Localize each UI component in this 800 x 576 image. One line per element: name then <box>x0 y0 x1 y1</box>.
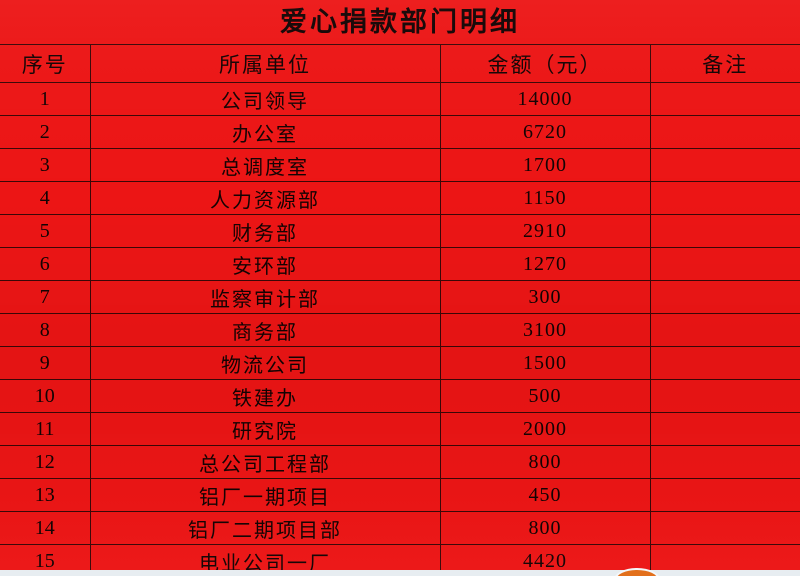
row-cell-amount: 1700 <box>439 148 651 182</box>
row-cell-note <box>649 511 800 545</box>
document-title-bar: 爱心捐款部门明细 <box>0 0 800 44</box>
donation-table: 序号 所属单位 金额（元） 备注 1 公司领导 14000 2 办公室 6720 3 总调度室… <box>0 44 800 576</box>
table-row: 2 办公室 6720 <box>0 115 800 149</box>
table-row: 5 财务部 2910 <box>0 214 800 248</box>
column-header-unit: 所属单位 <box>89 44 441 83</box>
row-cell-note <box>649 247 800 281</box>
table-row: 11 研究院 2000 <box>0 412 800 446</box>
row-cell-note <box>649 313 800 347</box>
row-cell-amount: 1500 <box>439 346 651 380</box>
table-row: 12 总公司工程部 800 <box>0 445 800 479</box>
row-cell-unit: 铝厂二期项目部 <box>89 511 441 545</box>
row-cell-amount: 1270 <box>439 247 651 281</box>
row-cell-note <box>649 478 800 512</box>
column-header-note: 备注 <box>649 44 800 83</box>
row-cell-unit: 安环部 <box>89 247 441 281</box>
row-cell-unit: 铁建办 <box>89 379 441 413</box>
row-cell-seq: 4 <box>0 181 91 215</box>
row-cell-note <box>649 115 800 149</box>
row-cell-unit: 铝厂一期项目 <box>89 478 441 512</box>
row-cell-note <box>649 280 800 314</box>
row-cell-seq: 2 <box>0 115 91 149</box>
row-cell-amount: 2910 <box>439 214 651 248</box>
row-cell-amount: 800 <box>439 445 651 479</box>
table-row: 9 物流公司 1500 <box>0 346 800 380</box>
row-cell-seq: 14 <box>0 511 91 545</box>
row-cell-amount: 800 <box>439 511 651 545</box>
table-row: 3 总调度室 1700 <box>0 148 800 182</box>
row-cell-seq: 8 <box>0 313 91 347</box>
row-cell-seq: 10 <box>0 379 91 413</box>
table-row: 10 铁建办 500 <box>0 379 800 413</box>
row-cell-note <box>649 82 800 116</box>
table-header-row: 序号 所属单位 金额（元） 备注 <box>0 44 800 83</box>
row-cell-unit: 公司领导 <box>89 82 441 116</box>
row-cell-amount: 1150 <box>439 181 651 215</box>
table-body: 1 公司领导 14000 2 办公室 6720 3 总调度室 1700 4 人力资源部 1150 5 财务… <box>0 82 800 576</box>
row-cell-unit: 人力资源部 <box>89 181 441 215</box>
row-cell-seq: 5 <box>0 214 91 248</box>
table-row: 6 安环部 1270 <box>0 247 800 281</box>
table-row: 7 监察审计部 300 <box>0 280 800 314</box>
row-cell-seq: 1 <box>0 82 91 116</box>
table-row: 8 商务部 3100 <box>0 313 800 347</box>
column-header-amount: 金额（元） <box>439 44 651 83</box>
row-cell-note <box>649 148 800 182</box>
row-cell-note <box>649 181 800 215</box>
row-cell-unit: 监察审计部 <box>89 280 441 314</box>
row-cell-amount: 500 <box>439 379 651 413</box>
row-cell-seq: 7 <box>0 280 91 314</box>
row-cell-note <box>649 412 800 446</box>
row-cell-amount: 300 <box>439 280 651 314</box>
row-cell-note <box>649 379 800 413</box>
row-cell-seq: 12 <box>0 445 91 479</box>
row-cell-seq: 11 <box>0 412 91 446</box>
table-header: 序号 所属单位 金额（元） 备注 <box>0 44 800 83</box>
column-header-seq: 序号 <box>0 44 91 83</box>
row-cell-unit: 研究院 <box>89 412 441 446</box>
row-cell-note <box>649 346 800 380</box>
row-cell-amount: 6720 <box>439 115 651 149</box>
row-cell-note <box>649 445 800 479</box>
row-cell-amount: 2000 <box>439 412 651 446</box>
page-title: 爱心捐款部门明细 <box>280 6 520 37</box>
row-cell-seq: 13 <box>0 478 91 512</box>
row-cell-unit: 财务部 <box>89 214 441 248</box>
row-cell-note <box>649 214 800 248</box>
row-cell-unit: 办公室 <box>89 115 441 149</box>
row-cell-seq: 6 <box>0 247 91 281</box>
table-row: 4 人力资源部 1150 <box>0 181 800 215</box>
table-row: 1 公司领导 14000 <box>0 82 800 116</box>
row-cell-unit: 物流公司 <box>89 346 441 380</box>
row-cell-unit: 总公司工程部 <box>89 445 441 479</box>
table-row: 13 铝厂一期项目 450 <box>0 478 800 512</box>
row-cell-unit: 总调度室 <box>89 148 441 182</box>
table-row: 14 铝厂二期项目部 800 <box>0 511 800 545</box>
row-cell-seq: 9 <box>0 346 91 380</box>
row-cell-amount: 3100 <box>439 313 651 347</box>
row-cell-amount: 14000 <box>439 82 651 116</box>
row-cell-seq: 3 <box>0 148 91 182</box>
row-cell-amount: 450 <box>439 478 651 512</box>
row-cell-unit: 商务部 <box>89 313 441 347</box>
bottom-page-strip <box>0 570 800 576</box>
